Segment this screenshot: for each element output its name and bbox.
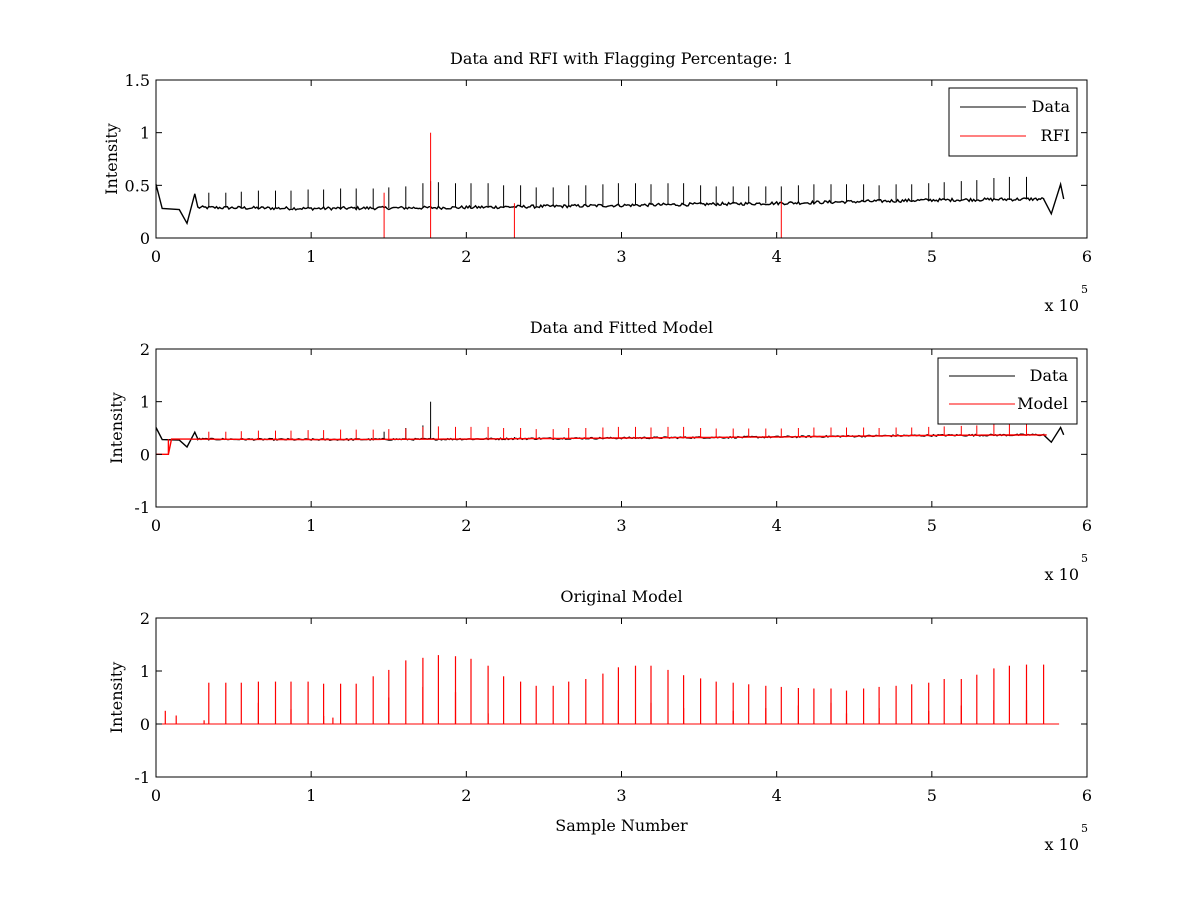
panel-rfi-series bbox=[155, 132, 1065, 238]
y-tick-label: -1 bbox=[134, 768, 150, 787]
panel-rfi-ylabel: Intensity bbox=[102, 123, 121, 195]
x-tick-label: 0 bbox=[151, 516, 161, 535]
x-tick-label: 1 bbox=[306, 786, 316, 805]
x-tick-label: 5 bbox=[927, 247, 937, 266]
x-tick-label: 2 bbox=[461, 247, 471, 266]
x-tick-label: 3 bbox=[616, 247, 626, 266]
x-tick-label: 6 bbox=[1082, 786, 1092, 805]
x-tick-label: 3 bbox=[616, 516, 626, 535]
x-tick-label: 6 bbox=[1082, 247, 1092, 266]
panel-fitted-model-ylabel: Intensity bbox=[107, 392, 126, 464]
panel-rfi-x-exponent: x 10 5 bbox=[1045, 283, 1088, 315]
panel-fitted-model-series bbox=[155, 401, 1065, 455]
y-tick-label: 1 bbox=[140, 393, 150, 412]
panel-original-model-series bbox=[159, 655, 1060, 725]
x-tick-label: 4 bbox=[772, 516, 782, 535]
x-multiplier: x 10 bbox=[1045, 835, 1079, 854]
legend-label-data: Data bbox=[1032, 97, 1071, 116]
panel-fitted-model-title: Data and Fitted Model bbox=[530, 318, 713, 337]
x-tick-label: 5 bbox=[927, 516, 937, 535]
panel-rfi-title: Data and RFI with Flagging Percentage: 1 bbox=[450, 49, 793, 68]
panel-rfi: 0 1 2 3 4 5 6 0 0.5 1 1.5 Data and RFI with Flaggi… bbox=[102, 49, 1092, 315]
x-exponent: 5 bbox=[1081, 283, 1088, 296]
y-tick-label: 0.5 bbox=[125, 176, 150, 195]
x-tick-label: 1 bbox=[306, 247, 316, 266]
y-tick-label: 1 bbox=[140, 124, 150, 143]
y-tick-label: 1 bbox=[140, 662, 150, 681]
x-tick-label: 0 bbox=[151, 786, 161, 805]
x-tick-label: 3 bbox=[616, 786, 626, 805]
panel-fitted-model-x-exponent: x 10 5 bbox=[1045, 552, 1088, 584]
x-tick-label: 5 bbox=[927, 786, 937, 805]
legend-box bbox=[937, 357, 1078, 425]
x-exponent: 5 bbox=[1081, 822, 1088, 835]
x-tick-label: 2 bbox=[461, 516, 471, 535]
y-tick-label: 0 bbox=[140, 445, 150, 464]
x-tick-label: 4 bbox=[772, 786, 782, 805]
x-tick-label: 0 bbox=[151, 247, 161, 266]
y-tick-label: 2 bbox=[140, 340, 150, 359]
y-tick-label: 0 bbox=[140, 229, 150, 248]
panel-original-model-ylabel: Intensity bbox=[107, 662, 126, 734]
panel-rfi-legend: Data RFI bbox=[948, 87, 1078, 157]
x-exponent: 5 bbox=[1081, 552, 1088, 565]
panel-original-model-xlabel: Sample Number bbox=[555, 816, 688, 835]
x-tick-label: 4 bbox=[772, 247, 782, 266]
legend-label-data: Data bbox=[1030, 366, 1069, 385]
panel-original-model-title: Original Model bbox=[560, 587, 682, 606]
x-multiplier: x 10 bbox=[1045, 565, 1079, 584]
y-tick-label: 1.5 bbox=[125, 71, 150, 90]
x-tick-label: 6 bbox=[1082, 516, 1092, 535]
x-tick-label: 1 bbox=[306, 516, 316, 535]
y-tick-label: 0 bbox=[140, 715, 150, 734]
y-tick-label: -1 bbox=[134, 498, 150, 517]
x-tick-label: 2 bbox=[461, 786, 471, 805]
series-baseline-data bbox=[155, 181, 1065, 226]
x-multiplier: x 10 bbox=[1045, 296, 1079, 315]
legend-label-rfi: RFI bbox=[1041, 126, 1070, 145]
panel-fitted-model-legend: Data Model bbox=[937, 357, 1078, 425]
legend-box bbox=[948, 87, 1078, 157]
panel-original-model-x-exponent: x 10 5 bbox=[1045, 822, 1088, 854]
y-tick-label: 2 bbox=[140, 609, 150, 628]
legend-label-model: Model bbox=[1017, 394, 1068, 413]
panel-rfi-ticks: 0 1 2 3 4 5 6 0 0.5 1 1.5 bbox=[125, 71, 1093, 266]
